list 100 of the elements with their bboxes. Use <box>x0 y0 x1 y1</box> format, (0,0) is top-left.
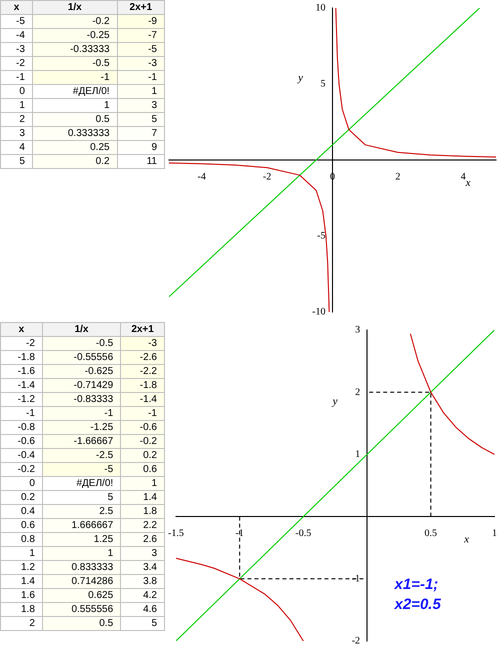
y-tick-label: 1.4 <box>0 574 42 588</box>
y-tick-label: 1 <box>0 546 42 560</box>
data-label: 11 <box>117 154 164 168</box>
x-tick-label: -4 <box>198 172 206 183</box>
y-axis-title: y <box>332 396 338 408</box>
data-label: -1.66667 <box>42 434 121 448</box>
y-tick-label: -2 <box>352 636 360 647</box>
x-tick-label: 2x+1 <box>120 322 164 336</box>
x-tick-label: 1/x <box>42 322 121 336</box>
data-label: -3 <box>120 336 164 350</box>
x-axis-title: x <box>464 177 471 189</box>
x-tick-label: -1 <box>235 528 244 540</box>
y-tick-label: -1.4 <box>0 378 42 392</box>
x-axis-title: x <box>463 534 470 546</box>
data-label: 5 <box>42 490 121 504</box>
y-axis-title: x <box>0 322 42 336</box>
y-tick-label: 0.8 <box>0 532 42 546</box>
data-label: -7 <box>117 28 164 42</box>
x-tick-label: 1 <box>492 528 497 540</box>
y-tick-label: 1 <box>0 98 32 112</box>
data-label: 9 <box>117 140 164 154</box>
x-tick-label: -1.5 <box>168 528 184 540</box>
data-label: -0.55556 <box>42 350 121 364</box>
data-label: 1.4 <box>120 490 164 504</box>
y-tick-label: -1 <box>0 70 32 84</box>
y-tick-label: 1.2 <box>0 560 42 574</box>
y-tick-label: -1.8 <box>0 350 42 364</box>
y-tick-label: -0.6 <box>0 434 42 448</box>
data-label: -0.625 <box>42 364 121 378</box>
y-tick-label: -0.2 <box>0 462 42 476</box>
data-label: 0.2 <box>120 448 164 462</box>
y-tick-label: 0 <box>0 84 32 98</box>
data-label: -0.83333 <box>42 392 121 406</box>
data-label: -0.25 <box>32 28 118 42</box>
y-tick-label: 2 <box>0 112 32 126</box>
y-tick-label: 0.2 <box>0 490 42 504</box>
data-label: -2.2 <box>120 364 164 378</box>
x-tick-label: 2 <box>395 172 400 183</box>
data-label: 1.25 <box>42 532 121 546</box>
data-label: 0.833333 <box>42 560 121 574</box>
y-tick-label: -3 <box>0 42 32 56</box>
y-tick-label: -0.4 <box>0 448 42 462</box>
x-tick-label: 2x+1 <box>117 0 164 14</box>
data-label: 0.333333 <box>32 126 118 140</box>
y-tick-label: -4 <box>0 28 32 42</box>
y-tick-label: 2 <box>0 616 42 630</box>
data-label: 1.666667 <box>42 518 121 532</box>
data-label: 2.5 <box>42 504 121 518</box>
data-label: -1 <box>117 70 164 84</box>
data-label: -1.8 <box>120 378 164 392</box>
x-tick-label: 4 <box>460 172 466 183</box>
y-tick-label: -1 <box>352 573 360 584</box>
x-tick-label: -2 <box>262 172 272 183</box>
data-label: -1 <box>42 406 121 420</box>
data-label: 0.25 <box>32 140 118 154</box>
annotation: x1=-1; <box>394 576 438 593</box>
data-label: -0.2 <box>120 434 164 448</box>
y-tick-label: -1.2 <box>0 392 42 406</box>
y-axis-title: x <box>0 0 32 14</box>
y-tick-label: 4 <box>0 140 32 154</box>
data-label: -9 <box>117 14 164 28</box>
data-label: 4.6 <box>120 602 164 616</box>
data-label: 1 <box>32 98 118 112</box>
y-tick-label: 3 <box>355 324 360 336</box>
data-label: 1 <box>120 476 164 490</box>
x-tick-label: 0.5 <box>424 528 438 540</box>
y-tick-label: -5 <box>317 230 326 242</box>
y-axis-title: y <box>297 72 304 84</box>
data-label: -3 <box>117 56 164 70</box>
data-label: 3.4 <box>120 560 164 574</box>
data-label: 0.6 <box>120 462 164 476</box>
y-tick-label: 5 <box>320 78 326 90</box>
data-label: 4.2 <box>120 588 164 602</box>
y-tick-label: 1.8 <box>0 602 42 616</box>
data-label: 1.8 <box>120 504 164 518</box>
data-label: 5 <box>120 616 164 630</box>
y-tick-label: -1.6 <box>0 364 42 378</box>
y-tick-label: 2 <box>355 386 360 398</box>
data-label: -0.5 <box>32 56 118 70</box>
data-label: 1 <box>117 84 164 98</box>
text: #ДЕЛ/0! <box>72 86 110 97</box>
data-label: -0.2 <box>32 14 118 28</box>
data-label: -1.4 <box>120 392 164 406</box>
data-label: 3 <box>120 546 164 560</box>
data-label: -0.6 <box>120 420 164 434</box>
annotation: x2=0.5 <box>394 596 442 613</box>
y-tick-label: -1 <box>0 406 42 420</box>
data-label: -0.5 <box>42 336 121 350</box>
data-label: 0.625 <box>42 588 121 602</box>
text: #ДЕЛ/0! <box>76 478 114 489</box>
data-label: -1 <box>120 406 164 420</box>
y-tick-label: 10 <box>316 2 326 14</box>
data-label: -5 <box>117 42 164 56</box>
data-label: -0.33333 <box>32 42 118 56</box>
data-label: -0.71429 <box>42 378 121 392</box>
data-label: 0.555556 <box>42 602 121 616</box>
data-label: -1 <box>32 70 118 84</box>
data-label: -2.5 <box>42 448 121 462</box>
data-label: 7 <box>117 126 164 140</box>
y-tick-label: -5 <box>0 14 32 28</box>
